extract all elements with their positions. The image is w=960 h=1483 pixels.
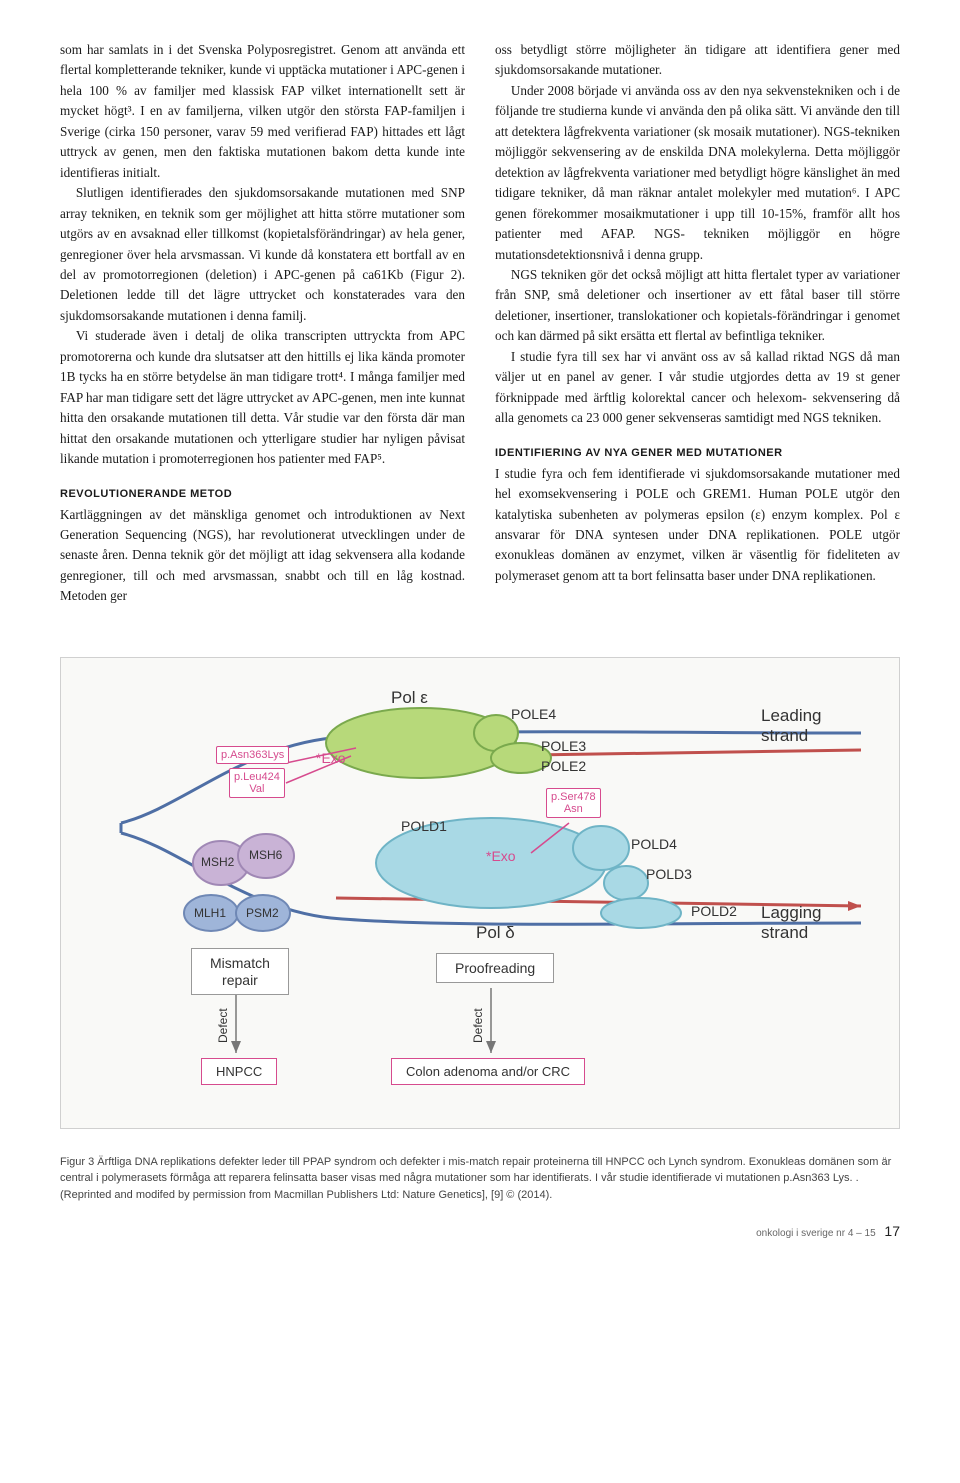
colon-crc-box: Colon adenoma and/or CRC [391, 1058, 585, 1085]
leading-strand-label: Leading strand [761, 706, 871, 746]
defect-label-right: Defect [471, 1008, 485, 1043]
body-para: I studie fyra till sex har vi använt oss… [495, 347, 900, 429]
body-para: Kartläggningen av det mänskliga genomet … [60, 505, 465, 607]
mismatch-line1: Mismatch [210, 955, 270, 971]
mut2-line1: p.Ser478 [551, 791, 596, 803]
exo-label-top: *Exo [316, 750, 346, 766]
pole3-label: POLE3 [541, 738, 586, 754]
body-para: I studie fyra och fem identifierade vi s… [495, 464, 900, 587]
pold4-label: POLD4 [631, 836, 677, 852]
proofreading-box: Proofreading [436, 953, 554, 983]
msh6-label: MSH6 [249, 848, 282, 862]
figure-caption: Figur 3 Ärftliga DNA replikations defekt… [60, 1154, 900, 1204]
body-para: Under 2008 började vi använda oss av den… [495, 81, 900, 265]
exo-label-bottom: *Exo [486, 848, 516, 864]
mut-line1: p.Leu424 [234, 771, 280, 783]
section-heading: IDENTIFIERING AV NYA GENER MED MUTATIONE… [495, 445, 900, 462]
page: som har samlats in i det Svenska Polypos… [0, 0, 960, 1269]
page-footer: onkologi i sverige nr 4 – 15 17 [60, 1223, 900, 1239]
body-para: som har samlats in i det Svenska Polypos… [60, 40, 465, 183]
pold1-label: POLD1 [401, 818, 447, 834]
body-para: NGS tekniken gör det också möjligt att h… [495, 265, 900, 347]
pol-epsilon-label: Pol ε [391, 688, 428, 708]
defect-label-left: Defect [216, 1008, 230, 1043]
hnpcc-box: HNPCC [201, 1058, 277, 1085]
msh2-label: MSH2 [201, 855, 234, 869]
lagging-strand-label: Lagging strand [761, 903, 871, 943]
mut-line2: Val [249, 783, 264, 795]
two-column-text: som har samlats in i det Svenska Polypos… [60, 40, 900, 607]
pold2-label: POLD2 [691, 903, 737, 919]
mlh1-label: MLH1 [194, 906, 226, 920]
figure-3: Pol ε POLE4 POLE3 POLE2 Leading strand P… [60, 657, 900, 1129]
pole4-label: POLE4 [511, 706, 556, 722]
psm2-label: PSM2 [246, 906, 279, 920]
pold3-label: POLD3 [646, 866, 692, 882]
diagram-svg [91, 688, 871, 1108]
mut2-line2: Asn [564, 803, 583, 815]
right-column: oss betydligt större möjligheter än tidi… [495, 40, 900, 607]
body-para: Vi studerade även i detalj de olika tran… [60, 326, 465, 469]
body-para: Slutligen identifierades den sjukdomsors… [60, 183, 465, 326]
mutation-ser478asn: p.Ser478 Asn [546, 788, 601, 818]
body-para: oss betydligt större möjligheter än tidi… [495, 40, 900, 81]
dna-replication-diagram: Pol ε POLE4 POLE3 POLE2 Leading strand P… [91, 688, 871, 1108]
section-heading: REVOLUTIONERANDE METOD [60, 486, 465, 503]
mutation-leu424val: p.Leu424 Val [229, 768, 285, 798]
page-number: 17 [884, 1223, 900, 1239]
mismatch-repair-box: Mismatch repair [191, 948, 289, 996]
pol-delta-label: Pol δ [476, 923, 515, 943]
journal-ref: onkologi i sverige nr 4 – 15 [756, 1228, 876, 1239]
left-column: som har samlats in i det Svenska Polypos… [60, 40, 465, 607]
pole2-label: POLE2 [541, 758, 586, 774]
mutation-asn363lys: p.Asn363Lys [216, 746, 289, 764]
mismatch-line2: repair [222, 972, 258, 988]
